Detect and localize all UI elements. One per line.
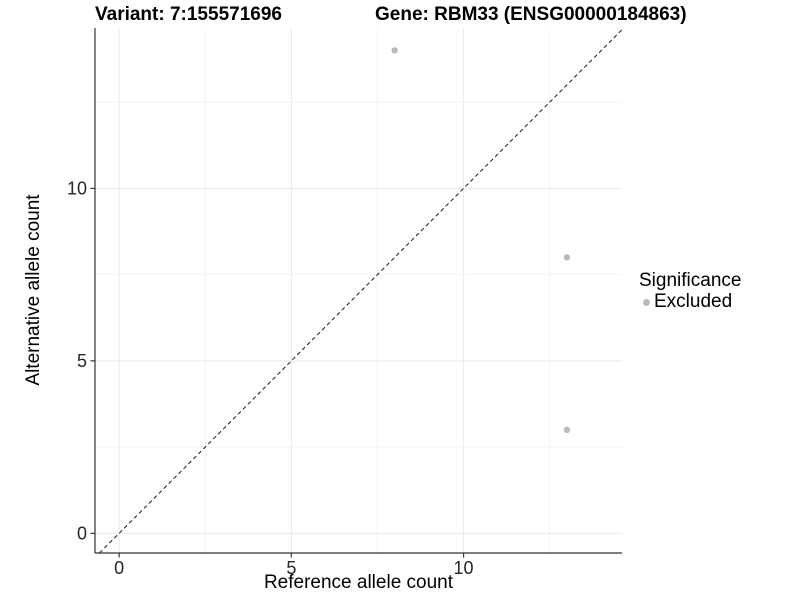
- legend-item-label: Excluded: [654, 291, 733, 312]
- data-point: [563, 426, 571, 434]
- x-tick-label: 5: [286, 558, 296, 578]
- y-axis-title: Alternative allele count: [23, 194, 44, 386]
- y-tick-label: 10: [67, 178, 87, 198]
- y-tick-label: 0: [77, 523, 87, 543]
- plot-title-gene: Gene: RBM33 (ENSG00000184863): [375, 4, 687, 25]
- legend: Significance Excluded: [637, 271, 741, 312]
- legend-point-icon: [643, 298, 650, 306]
- legend-item: Excluded: [637, 292, 741, 312]
- x-tick-label: 10: [454, 558, 474, 578]
- data-point: [563, 254, 571, 261]
- identity-dashed-line: [99, 29, 623, 554]
- x-axis-title: Reference allele count: [263, 572, 454, 593]
- legend-title: Significance: [639, 270, 742, 291]
- plot-title-variant: Variant: 7:155571696: [95, 4, 282, 25]
- y-tick-label: 5: [77, 351, 87, 371]
- data-point: [391, 47, 398, 54]
- x-tick-label: 0: [114, 558, 124, 578]
